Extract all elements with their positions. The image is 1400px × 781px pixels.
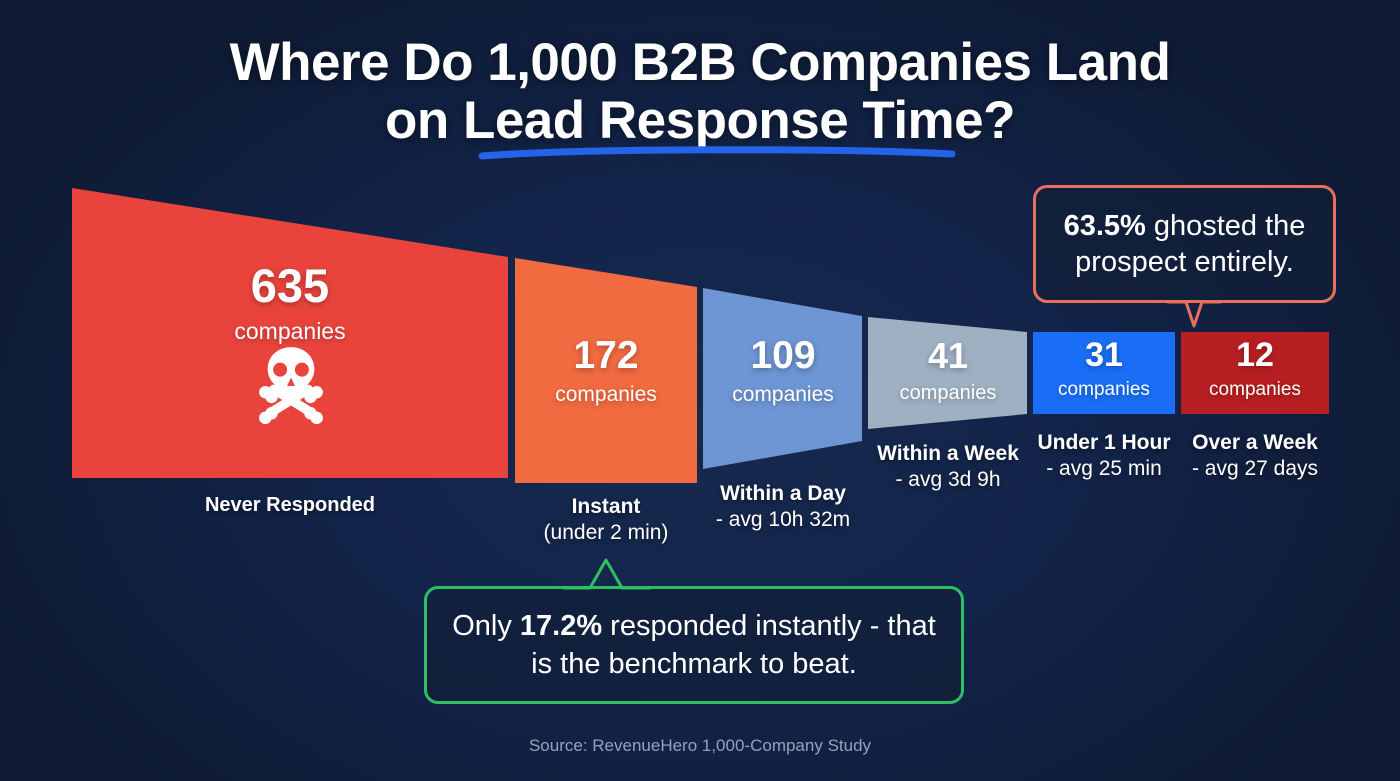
skull-and-crossbones-icon: [259, 347, 323, 425]
category-label-within-a-week: Within a Week - avg 3d 9h: [877, 442, 1019, 492]
title-line-1: Where Do 1,000 B2B Companies Land: [229, 33, 1171, 92]
funnel-segment-within-a-day[interactable]: [703, 288, 862, 469]
category-label-over-a-week: Over a Week - avg 27 days: [1191, 431, 1319, 481]
category-label-under-1-hour: Under 1 Hour - avg 25 min: [1037, 431, 1171, 481]
title-line-2: on Lead Response Time?: [384, 91, 1016, 150]
funnel-segment-within-a-week[interactable]: [868, 317, 1027, 429]
callout-instant-prefix: Only: [452, 610, 520, 642]
category-label-instant: Instant (under 2 min): [543, 495, 669, 545]
callout-ghosted-emphasis: 63.5%: [1063, 210, 1146, 242]
title-underline-stroke: [478, 146, 956, 160]
callout-ghosted[interactable]: 63.5% ghosted the prospect entirely.: [1033, 185, 1336, 303]
callout-instant-emphasis: 17.2%: [519, 610, 603, 642]
callout-instant-pointer-icon: [562, 558, 652, 590]
funnel-segment-over-a-week[interactable]: [1181, 332, 1329, 414]
callout-ghosted-rest: ghosted the prospect entirely.: [1075, 210, 1306, 278]
funnel-segment-under-1-hour[interactable]: [1033, 332, 1175, 414]
callout-instant-rest: responded instantly - that is the benchm…: [531, 610, 936, 680]
category-label-within-a-day: Within a Day - avg 10h 32m: [715, 482, 851, 532]
callout-ghosted-pointer-icon: [1166, 300, 1222, 328]
page-title: Where Do 1,000 B2B Companies Land on Lea…: [0, 34, 1400, 150]
funnel-segment-never-responded[interactable]: [72, 188, 508, 478]
callout-instant[interactable]: Only 17.2% responded instantly - that is…: [424, 586, 964, 704]
callout-instant-text: Only 17.2% responded instantly - that is…: [447, 607, 941, 683]
funnel-segment-instant[interactable]: [515, 258, 697, 483]
callout-ghosted-text: 63.5% ghosted the prospect entirely.: [1052, 208, 1317, 280]
category-label-never-responded: Never Responded: [204, 494, 376, 516]
source-note: Source: RevenueHero 1,000-Company Study: [528, 736, 872, 755]
